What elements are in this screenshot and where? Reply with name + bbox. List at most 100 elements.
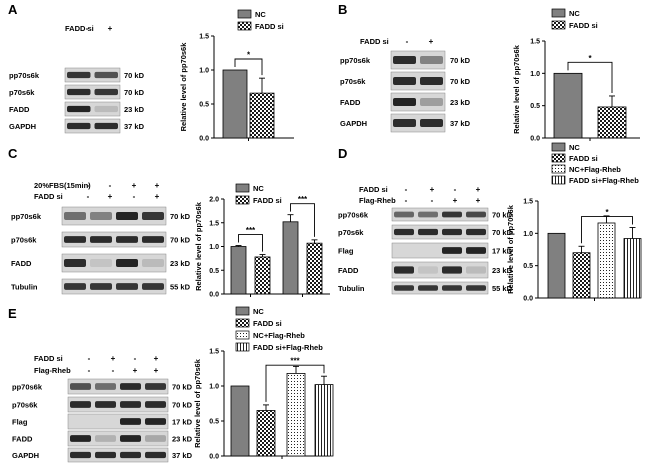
y-tick-label: 1.5 [530, 39, 540, 46]
blot-band [394, 266, 414, 274]
blot-band [394, 211, 414, 218]
blot-strip [391, 207, 489, 222]
blot-band [466, 285, 486, 291]
bar-fadd-si-flag-rheb [314, 384, 334, 457]
significance-bracket [265, 364, 325, 402]
blot-band [120, 435, 141, 442]
blot-band [70, 435, 91, 442]
legend-label: NC+Flag-Rheb [253, 331, 305, 340]
band-label-p70s6k: p70s6k [11, 236, 37, 245]
blot-band [120, 418, 141, 425]
bar-nc [553, 72, 583, 139]
band-label-p70s6k: p70s6k [340, 77, 366, 86]
band-label-p70s6k: p70s6k [9, 88, 35, 97]
significance-bracket [234, 58, 263, 76]
treatment-sign: - [87, 192, 90, 201]
treatment-sign: - [406, 37, 409, 46]
blot-band [90, 236, 112, 243]
blot-band [418, 266, 438, 274]
band-size-label: 70 kD [492, 211, 513, 220]
treatment-sign: + [133, 366, 138, 375]
y-tick-label: 2.0 [209, 197, 219, 204]
legend-label: NC [569, 9, 580, 18]
legend-label: NC [569, 143, 580, 152]
blot-band [466, 247, 486, 254]
treatment-sign: - [88, 354, 91, 363]
blot-strip [61, 206, 167, 226]
blot-band [116, 283, 138, 290]
legend-swatch [551, 153, 566, 163]
blot-band [94, 105, 118, 113]
bar-nc [547, 232, 566, 299]
treatment-label: FADD si [34, 192, 63, 201]
blot-band [142, 236, 164, 243]
bar-fadd-si [256, 410, 276, 457]
y-tick-label: 0.5 [523, 263, 533, 270]
band-size-label: 70 kD [124, 71, 145, 80]
blot-band [393, 118, 416, 128]
band-label-gapdh: GAPDH [340, 119, 367, 128]
band-label-p70s6k: p70s6k [12, 401, 38, 410]
band-size-label: 23 kD [450, 98, 471, 107]
legend-label: NC [253, 184, 264, 193]
chart-panel-e: 0.0 0.5 1.0 1.5 Relative level of pp70s6k ***… [193, 306, 334, 461]
blot-strip [64, 101, 121, 117]
significance-label: * [247, 51, 251, 60]
band-label-pp70s6k: pp70s6k [338, 211, 369, 220]
y-tick-label: 0.0 [209, 454, 219, 461]
blot-band [418, 211, 438, 218]
blot-band [116, 258, 138, 268]
y-tick-label: 0.0 [199, 136, 209, 143]
legend-label: NC [255, 10, 266, 19]
band-size-label: 70 kD [124, 88, 145, 97]
band-size-label: 70 kD [172, 383, 193, 392]
y-tick-label: 0.5 [209, 419, 219, 426]
blot-band [145, 451, 166, 459]
y-tick-label: 1.5 [199, 34, 209, 41]
panel-letter-d: D [338, 146, 347, 161]
blot-band [120, 383, 141, 390]
blot-strip [67, 378, 169, 395]
legend-swatch [235, 342, 250, 352]
treatment-sign: + [132, 181, 137, 190]
blot-band [95, 383, 116, 390]
significance-label: * [605, 208, 609, 217]
y-tick-label: 0.0 [209, 292, 219, 299]
blot-band [393, 55, 416, 65]
significance-label: *** [246, 226, 256, 235]
blot-band [420, 97, 443, 107]
blot-band [120, 401, 141, 408]
blot-band [90, 258, 112, 268]
blot-strip [391, 242, 489, 259]
blot-band [145, 401, 166, 408]
blot-band [67, 105, 91, 113]
blot-band [67, 71, 91, 79]
treatment-sign: - [88, 366, 91, 375]
treatment-sign: - [431, 196, 434, 205]
y-axis-title: Relative level of pp70s6k [193, 358, 202, 448]
y-tick-label: 0.0 [523, 296, 533, 303]
significance-bracket [581, 216, 633, 244]
blot-band [418, 228, 438, 236]
y-axis-title: Relative level of pp70s6k [512, 44, 521, 134]
blot-strip [391, 281, 489, 295]
band-label-pp70s6k: pp70s6k [12, 383, 43, 392]
significance-label: *** [290, 357, 300, 366]
blot-panel-d: FADD si - + - +Flag-Rheb - - + +pp70s6k 70 kDp70s… [338, 185, 513, 295]
treatment-sign: + [155, 192, 160, 201]
y-tick-label: 1.5 [209, 220, 219, 227]
treatment-label: Flag-Rheb [359, 196, 396, 205]
blot-strip [391, 261, 489, 279]
band-size-label: 70 kD [450, 56, 471, 65]
band-size-label: 70 kD [450, 77, 471, 86]
blot-band [466, 266, 486, 274]
y-tick-label: 1.0 [199, 68, 209, 75]
bar-nc [230, 385, 250, 457]
legend-label: FADD si [253, 319, 282, 328]
significance-bracket [567, 61, 613, 93]
legend-label: NC+Flag-Rheb [569, 165, 621, 174]
treatment-sign: - [133, 192, 136, 201]
y-tick-label: 1.0 [530, 71, 540, 78]
band-label-gapdh: GAPDH [12, 451, 39, 460]
